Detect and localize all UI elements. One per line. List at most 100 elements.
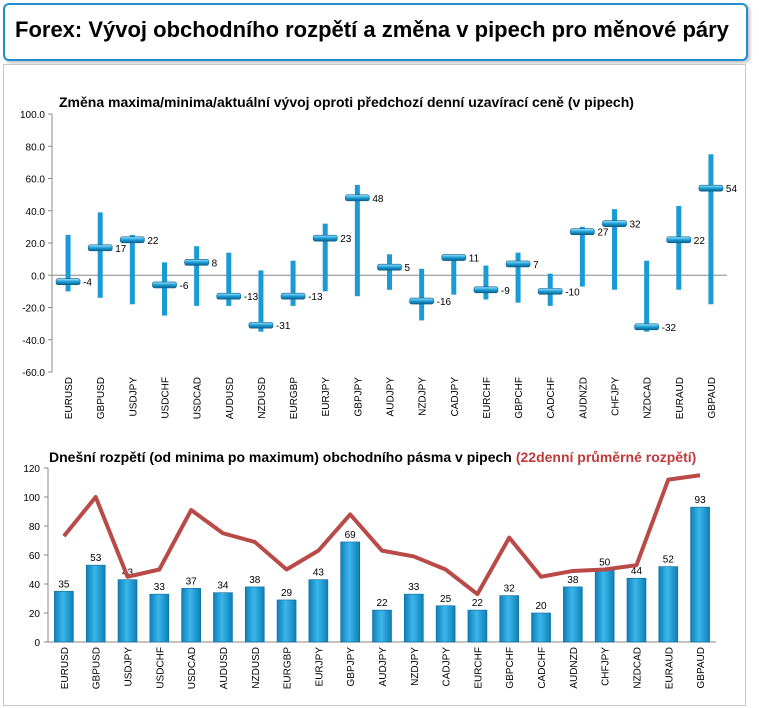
range-bar bbox=[97, 212, 103, 298]
data-label: 8 bbox=[212, 258, 218, 269]
data-label: 22 bbox=[147, 236, 159, 247]
x-tick-label: GBPAUD bbox=[696, 647, 707, 689]
data-label: 54 bbox=[726, 184, 738, 195]
y-tick-label: 0.0 bbox=[31, 271, 45, 282]
range-bar bbox=[194, 246, 200, 306]
bar-data-label: 37 bbox=[186, 576, 198, 587]
y-tick-label: 20.0 bbox=[26, 239, 46, 250]
x-tick-label: GBPCHF bbox=[505, 647, 516, 689]
range-chart-title: Změna maxima/minima/aktuální vývoj oprot… bbox=[59, 94, 634, 110]
bar-data-label: 22 bbox=[376, 598, 388, 609]
data-label: 7 bbox=[533, 260, 539, 271]
range-bar bbox=[129, 234, 135, 305]
bar bbox=[85, 564, 106, 643]
data-label: 17 bbox=[115, 244, 127, 255]
current-marker bbox=[570, 228, 595, 236]
bar-data-label: 93 bbox=[695, 495, 707, 506]
range-bar bbox=[483, 265, 489, 300]
bar-data-label: 25 bbox=[440, 594, 452, 605]
current-marker bbox=[216, 292, 242, 300]
bar bbox=[467, 609, 488, 643]
bar-data-label: 53 bbox=[90, 553, 102, 564]
x-tick-label: GBPUSD bbox=[96, 377, 107, 419]
bar-data-label: 32 bbox=[504, 584, 516, 595]
data-label: 48 bbox=[372, 194, 384, 205]
range-bar bbox=[612, 209, 617, 290]
current-marker bbox=[55, 278, 81, 286]
x-tick-label: EURAUD bbox=[675, 377, 686, 419]
bar bbox=[213, 592, 233, 643]
bar bbox=[658, 566, 679, 643]
x-tick-label: EURAUD bbox=[664, 647, 675, 689]
bar-data-label: 44 bbox=[631, 566, 643, 577]
x-tick-label: GBPJPY bbox=[353, 377, 364, 417]
range-bar bbox=[579, 226, 585, 287]
y-tick-label: 40 bbox=[29, 580, 41, 591]
range-bar bbox=[162, 262, 167, 316]
current-marker bbox=[248, 321, 274, 329]
range-bar bbox=[290, 260, 296, 306]
range-bar bbox=[419, 268, 425, 321]
bar-chart-title-highlight: (22denní průměrné rozpětí) bbox=[516, 449, 696, 465]
bar bbox=[149, 593, 170, 643]
data-label: -6 bbox=[180, 281, 189, 292]
range-bar bbox=[708, 154, 714, 305]
data-label: 32 bbox=[630, 220, 642, 231]
x-tick-label: USDJPY bbox=[128, 377, 139, 417]
y-tick-label: -20.0 bbox=[22, 304, 45, 315]
x-tick-label: EURJPY bbox=[321, 377, 332, 417]
y-tick-label: -40.0 bbox=[22, 336, 45, 347]
x-tick-label: NZDCAD bbox=[643, 377, 654, 419]
x-tick-label: EURCHF bbox=[473, 647, 484, 689]
current-marker bbox=[473, 286, 499, 294]
bar-data-label: 38 bbox=[249, 575, 261, 586]
current-marker bbox=[377, 263, 402, 271]
y-tick-label: 80.0 bbox=[26, 142, 46, 153]
bar bbox=[340, 541, 360, 643]
x-tick-label: EURGBP bbox=[283, 647, 294, 690]
bar bbox=[435, 605, 456, 643]
x-tick-label: EURGBP bbox=[289, 377, 300, 420]
range-bar bbox=[644, 260, 650, 332]
bar bbox=[117, 579, 138, 643]
bar bbox=[626, 577, 647, 643]
data-label: 22 bbox=[694, 236, 706, 247]
bar bbox=[594, 569, 615, 643]
range-bar bbox=[322, 223, 328, 292]
data-label: 11 bbox=[469, 254, 480, 265]
page-title: Forex: Vývoj obchodního rozpětí a změna … bbox=[15, 17, 729, 42]
x-tick-label: USDCAD bbox=[187, 647, 198, 689]
bar bbox=[690, 506, 710, 643]
current-marker bbox=[537, 288, 563, 295]
data-label: 23 bbox=[340, 234, 352, 245]
x-tick-label: NZDCAD bbox=[632, 647, 643, 689]
y-tick-label: 0 bbox=[34, 638, 40, 649]
y-tick-label: 80 bbox=[29, 522, 41, 533]
bar bbox=[244, 586, 265, 643]
x-tick-label: CHFJPY bbox=[611, 377, 622, 416]
x-tick-label: AUDNZD bbox=[578, 377, 589, 419]
bar-data-label: 52 bbox=[663, 555, 675, 566]
range-bar bbox=[65, 234, 71, 292]
x-tick-label: EURUSD bbox=[60, 647, 71, 689]
x-tick-label: NZDJPY bbox=[418, 377, 429, 416]
x-tick-label: USDCHF bbox=[155, 647, 166, 689]
current-marker bbox=[120, 236, 145, 244]
x-tick-label: CADCHF bbox=[537, 647, 548, 689]
bar-data-label: 69 bbox=[345, 530, 357, 541]
y-tick-label: 100.0 bbox=[20, 110, 45, 121]
x-tick-label: NZDUSD bbox=[257, 377, 268, 419]
data-label: -9 bbox=[501, 286, 510, 297]
x-tick-label: GBPAUD bbox=[707, 377, 718, 419]
current-marker bbox=[698, 184, 724, 192]
bar bbox=[404, 593, 424, 643]
page-title-box: Forex: Vývoj obchodního rozpětí a změna … bbox=[3, 3, 748, 61]
data-label: -32 bbox=[662, 323, 677, 334]
y-tick-label: 60.0 bbox=[26, 175, 46, 186]
range-chart: Změna maxima/minima/aktuální vývoj oprot… bbox=[20, 94, 738, 419]
current-marker bbox=[280, 292, 306, 300]
bar bbox=[54, 590, 74, 643]
bar-chart-title: Dnešní rozpětí (od minima po maximum) ob… bbox=[49, 449, 696, 465]
y-tick-label: 20 bbox=[29, 609, 41, 620]
